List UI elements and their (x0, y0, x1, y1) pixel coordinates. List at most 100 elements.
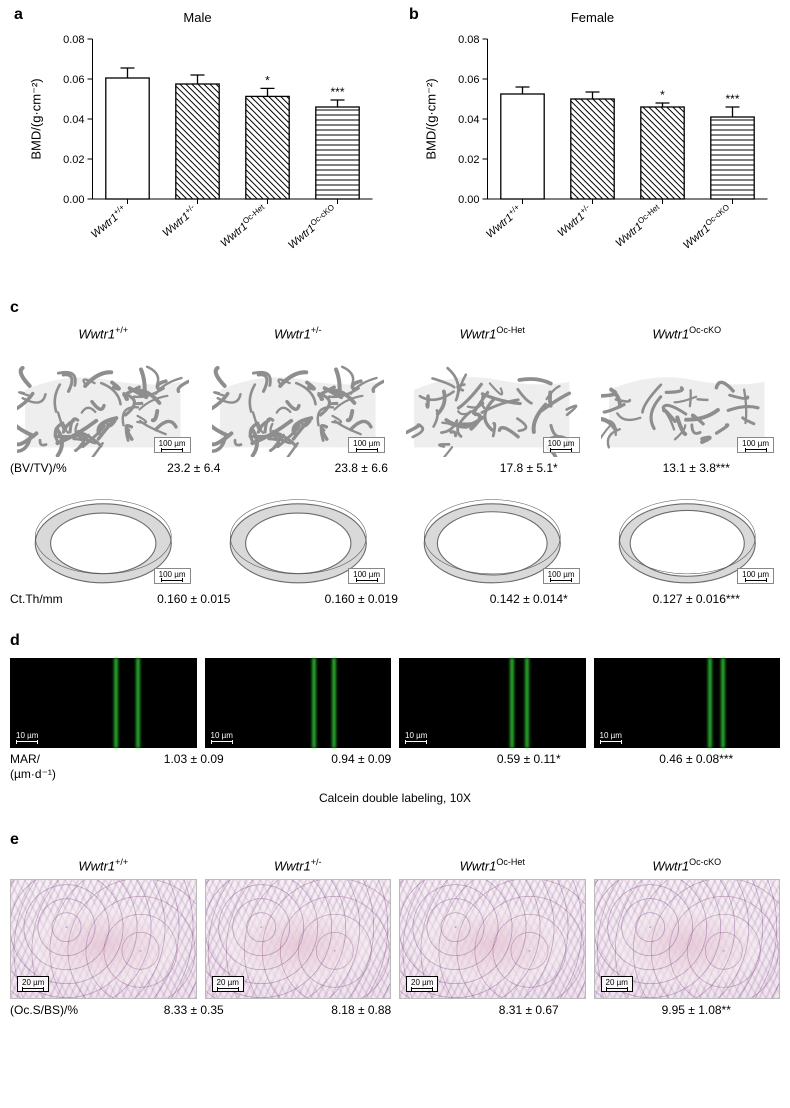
scale-bar: 100 µm (348, 437, 385, 453)
scale-bar: 100 µm (154, 568, 191, 584)
scale-bar: 10 µm (600, 732, 622, 742)
calcein-caption: Calcein double labeling, 10X (10, 791, 780, 805)
scale-bar: 10 µm (405, 732, 427, 742)
scale-bar: 100 µm (737, 568, 774, 584)
svg-text:0.02: 0.02 (458, 154, 479, 166)
scale-bar: 100 µm (154, 437, 191, 453)
scale-bar: 100 µm (737, 437, 774, 453)
trabecular-box: 100 µm (594, 347, 781, 457)
fluorescence-box: 10 µm (205, 658, 392, 748)
panel-c: c Wwtr1+/+Wwtr1+/-Wwtr1Oc-HetWwtr1Oc-cKO… (10, 299, 780, 606)
mar-value: 0.59 ± 0.11* (445, 752, 613, 766)
histology-row: 20 µm 20 µm 20 µm 20 µm (10, 879, 780, 999)
svg-text:Wwtr1+/+: Wwtr1+/+ (87, 202, 129, 241)
histology-box: 20 µm (10, 879, 197, 999)
scale-bar: 20 µm (17, 976, 49, 992)
genotype-row-c: Wwtr1+/+Wwtr1+/-Wwtr1Oc-HetWwtr1Oc-cKO (10, 325, 780, 347)
scale-bar: 100 µm (348, 568, 385, 584)
ocs-value: 8.31 ± 0.67 (445, 1003, 613, 1017)
svg-text:0.08: 0.08 (63, 34, 84, 46)
ocs-row: (Oc.S/BS)/% 8.33 ± 0.358.18 ± 0.888.31 ±… (10, 1003, 780, 1017)
svg-text:0.00: 0.00 (63, 194, 84, 206)
trabecular-box: 100 µm (205, 347, 392, 457)
svg-text:Wwtr1Oc-cKO: Wwtr1Oc-cKO (284, 202, 339, 251)
bvtv-values: 23.2 ± 6.423.8 ± 6.617.8 ± 5.1*13.1 ± 3.… (110, 461, 780, 475)
ocs-label: (Oc.S/BS)/% (10, 1003, 102, 1017)
cortical-box: 100 µm (10, 488, 197, 588)
genotype-label: Wwtr1Oc-cKO (594, 325, 781, 341)
ctth-row: Ct.Th/mm 0.160 ± 0.0150.160 ± 0.0190.142… (10, 592, 780, 606)
svg-text:Wwtr1Oc-cKO: Wwtr1Oc-cKO (679, 202, 734, 251)
panel-letter-b: b (409, 6, 419, 24)
mar-value: 1.03 ± 0.09 (110, 752, 278, 766)
mar-value: 0.46 ± 0.08*** (613, 752, 781, 766)
chart-title-male: Male (10, 10, 385, 25)
genotype-label: Wwtr1Oc-cKO (594, 857, 781, 873)
genotype-label: Wwtr1+/+ (10, 857, 197, 873)
bvtv-value: 23.8 ± 6.6 (278, 461, 446, 475)
scale-bar: 10 µm (16, 732, 38, 742)
bvtv-value: 13.1 ± 3.8*** (613, 461, 781, 475)
scale-bar: 10 µm (211, 732, 233, 742)
bvtv-label: (BV/TV)/% (10, 461, 102, 475)
chart-area-b: 0.000.020.040.060.08BMD/(g·cm⁻²)Wwtr1+/+… (415, 29, 780, 269)
genotype-label: Wwtr1Oc-Het (399, 857, 586, 873)
svg-text:0.04: 0.04 (63, 114, 84, 126)
histology-box: 20 µm (594, 879, 781, 999)
svg-text:0.06: 0.06 (63, 74, 84, 86)
genotype-label: Wwtr1+/- (205, 325, 392, 341)
ocs-values: 8.33 ± 0.358.18 ± 0.888.31 ± 0.679.95 ± … (110, 1003, 780, 1017)
cortical-row: 100 µm 100 µm 100 µm 100 µm (10, 488, 780, 588)
ctth-value: 0.160 ± 0.015 (110, 592, 278, 606)
panel-letter-c: c (10, 299, 780, 317)
row-charts: a Male 0.000.020.040.060.08BMD/(g·cm⁻²)W… (10, 10, 780, 269)
scale-bar: 100 µm (543, 568, 580, 584)
svg-text:0.08: 0.08 (458, 34, 479, 46)
chart-area-a: 0.000.020.040.060.08BMD/(g·cm⁻²)Wwtr1+/+… (20, 29, 385, 269)
panel-letter-e: e (10, 831, 780, 849)
mar-value: 0.94 ± 0.09 (278, 752, 446, 766)
svg-text:0.02: 0.02 (63, 154, 84, 166)
svg-text:*: * (265, 73, 270, 87)
ctth-values: 0.160 ± 0.0150.160 ± 0.0190.142 ± 0.014*… (110, 592, 780, 606)
svg-text:0.00: 0.00 (458, 194, 479, 206)
ocs-value: 9.95 ± 1.08** (613, 1003, 781, 1017)
svg-text:***: *** (330, 85, 344, 99)
fluorescence-box: 10 µm (10, 658, 197, 748)
svg-text:*: * (660, 88, 665, 102)
ctth-value: 0.160 ± 0.019 (278, 592, 446, 606)
chart-title-female: Female (405, 10, 780, 25)
cortical-box: 100 µm (399, 488, 586, 588)
mar-values: 1.03 ± 0.090.94 ± 0.090.59 ± 0.11*0.46 ±… (110, 752, 780, 766)
svg-text:0.04: 0.04 (458, 114, 479, 126)
bvtv-row: (BV/TV)/% 23.2 ± 6.423.8 ± 6.617.8 ± 5.1… (10, 461, 780, 475)
bvtv-value: 17.8 ± 5.1* (445, 461, 613, 475)
svg-text:Wwtr1+/+: Wwtr1+/+ (482, 202, 524, 241)
panel-letter-d: d (10, 632, 780, 650)
histology-box: 20 µm (399, 879, 586, 999)
mar-row: MAR/(µm·d⁻¹) 1.03 ± 0.090.94 ± 0.090.59 … (10, 752, 780, 781)
svg-text:Wwtr1+/-: Wwtr1+/- (159, 202, 200, 240)
svg-text:Wwtr1+/-: Wwtr1+/- (554, 202, 595, 240)
svg-text:***: *** (725, 92, 739, 106)
cortical-box: 100 µm (594, 488, 781, 588)
panel-letter-a: a (14, 6, 23, 24)
panel-b: b Female 0.000.020.040.060.08BMD/(g·cm⁻²… (405, 10, 780, 269)
trabecular-box: 100 µm (399, 347, 586, 457)
svg-text:BMD/(g·cm⁻²): BMD/(g·cm⁻²) (424, 78, 439, 159)
trabecular-box: 100 µm (10, 347, 197, 457)
ocs-value: 8.18 ± 0.88 (278, 1003, 446, 1017)
fluorescence-box: 10 µm (399, 658, 586, 748)
fluorescence-row: 10 µm 10 µm 10 µm 10 µm (10, 658, 780, 748)
genotype-label: Wwtr1Oc-Het (399, 325, 586, 341)
fluorescence-box: 10 µm (594, 658, 781, 748)
genotype-row-e: Wwtr1+/+Wwtr1+/-Wwtr1Oc-HetWwtr1Oc-cKO (10, 857, 780, 879)
ocs-value: 8.33 ± 0.35 (110, 1003, 278, 1017)
scale-bar: 20 µm (601, 976, 633, 992)
mar-label: MAR/(µm·d⁻¹) (10, 752, 102, 781)
scale-bar: 20 µm (406, 976, 438, 992)
barchart-male: 0.000.020.040.060.08BMD/(g·cm⁻²)Wwtr1+/+… (20, 29, 385, 269)
histology-box: 20 µm (205, 879, 392, 999)
barchart-female: 0.000.020.040.060.08BMD/(g·cm⁻²)Wwtr1+/+… (415, 29, 780, 269)
ctth-label: Ct.Th/mm (10, 592, 102, 606)
